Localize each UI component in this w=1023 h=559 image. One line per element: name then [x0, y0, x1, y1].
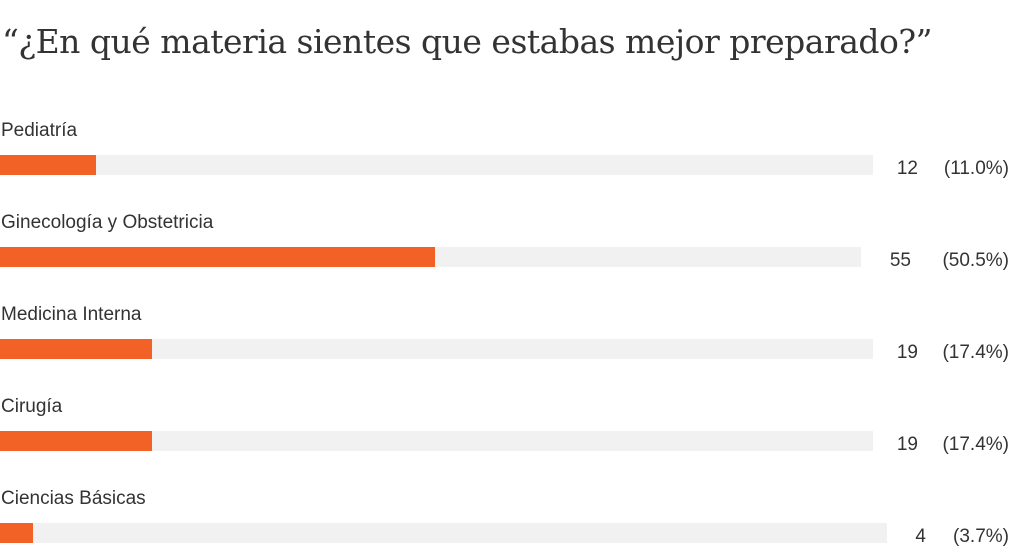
- bar-row: Ginecología y Obstetricia 55 (50.5%): [0, 212, 1023, 282]
- category-label: Ciencias Básicas: [1, 488, 146, 509]
- bar-row: Ciencias Básicas 4 (3.7%): [0, 488, 1023, 558]
- bar-row: Cirugía 19 (17.4%): [0, 396, 1023, 466]
- percent-label: (17.4%): [942, 342, 1009, 363]
- percent-label: (11.0%): [943, 158, 1009, 179]
- bar: [0, 523, 33, 543]
- bar-track: [0, 155, 873, 175]
- percent-label: (17.4%): [942, 434, 1009, 455]
- category-label: Ginecología y Obstetricia: [1, 212, 214, 233]
- value-label: 4: [915, 526, 926, 547]
- value-label: 19: [896, 434, 918, 455]
- value-label: 19: [896, 342, 918, 363]
- category-label: Pediatría: [1, 120, 78, 141]
- bar: [0, 339, 152, 359]
- bar-row: Pediatría 12 (11.0%): [0, 120, 1023, 190]
- percent-label: (3.7%): [953, 526, 1009, 547]
- chart-title: “¿En qué materia sientes que estabas mej…: [2, 22, 932, 61]
- percent-label: (50.5%): [942, 250, 1009, 271]
- bar-track: [0, 431, 873, 451]
- bar-track: [0, 247, 861, 267]
- value-label: 55: [889, 250, 911, 271]
- bar: [0, 431, 152, 451]
- category-label: Medicina Interna: [1, 304, 142, 325]
- bar-track: [0, 339, 873, 359]
- bar-row: Medicina Interna 19 (17.4%): [0, 304, 1023, 374]
- bar: [0, 155, 97, 175]
- category-label: Cirugía: [1, 396, 63, 417]
- bar: [0, 247, 435, 267]
- bar-track: [0, 523, 887, 543]
- value-label: 12: [896, 158, 918, 179]
